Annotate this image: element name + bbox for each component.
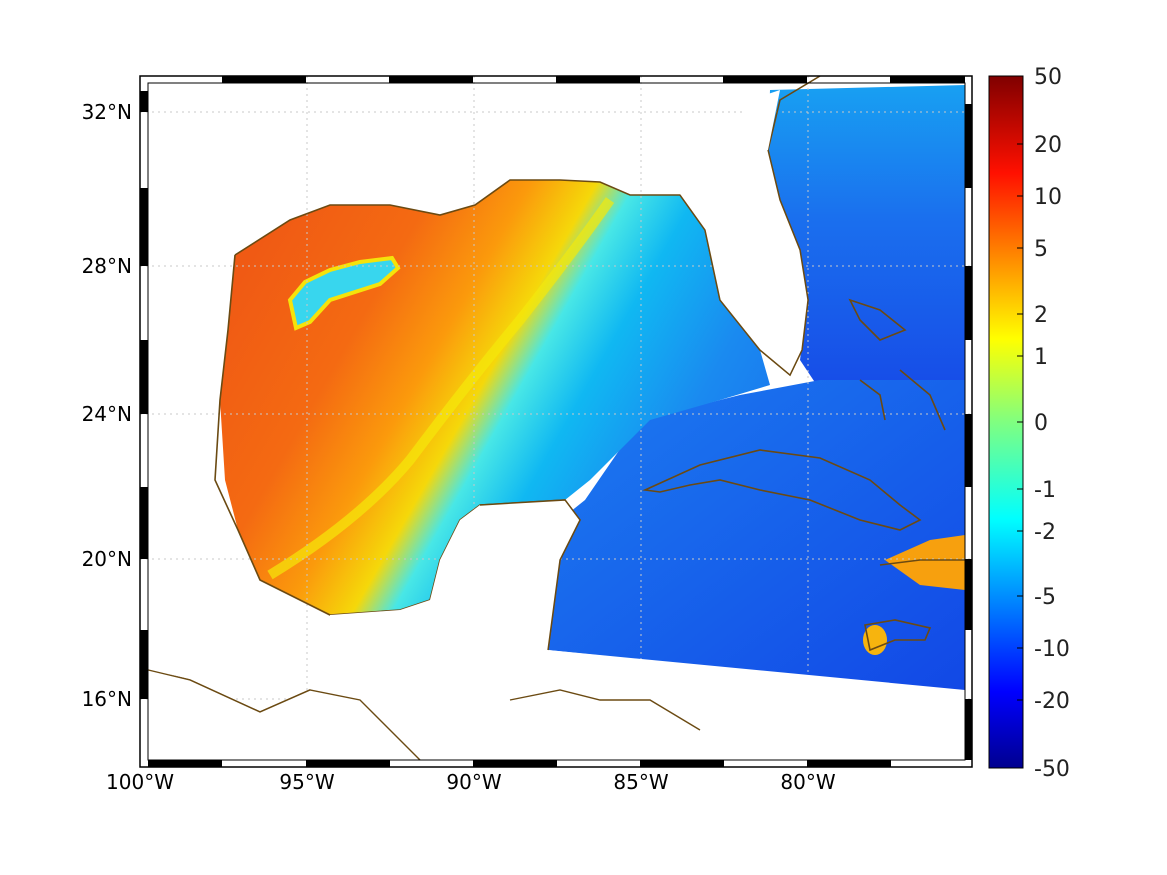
land-mask <box>148 90 965 760</box>
lon-tick-label: 100°W <box>106 770 174 794</box>
lon-tick-label: 90°W <box>446 770 501 794</box>
colorbar-label: 5 <box>1034 237 1048 262</box>
lat-tick-label: 32°N <box>82 100 132 124</box>
colorbar-label: 0 <box>1034 411 1048 436</box>
colorbar-label: 50 <box>1034 65 1062 90</box>
lon-tick-label: 80°W <box>780 770 835 794</box>
colorbar-label: -2 <box>1034 520 1056 545</box>
lat-tick-label: 20°N <box>82 547 132 571</box>
colorbar-label: 10 <box>1034 185 1062 210</box>
colorbar-label: 20 <box>1034 133 1062 158</box>
colorbar-label: -1 <box>1034 478 1056 503</box>
colorbar-label: -20 <box>1034 689 1070 714</box>
colorbar-label: -10 <box>1034 637 1070 662</box>
lon-labels: 100°W 95°W 90°W 85°W 80°W <box>106 770 836 794</box>
colorbar-label: -5 <box>1034 585 1056 610</box>
lon-tick-label: 95°W <box>279 770 334 794</box>
lat-tick-label: 16°N <box>82 687 132 711</box>
lat-labels: 32°N 28°N 24°N 20°N 16°N <box>82 100 132 711</box>
colorbar-ticks <box>1017 143 1023 701</box>
lon-tick-label: 85°W <box>613 770 668 794</box>
front-line <box>267 197 615 580</box>
sea-field <box>220 85 965 690</box>
caribbean-field <box>548 380 965 690</box>
atlantic-field <box>768 85 965 420</box>
colorbar-label: 2 <box>1034 303 1048 328</box>
warm-patch <box>885 535 965 590</box>
coastline-overlay <box>139 149 809 761</box>
colorbar-label: 1 <box>1034 345 1048 370</box>
lat-tick-label: 28°N <box>82 254 132 278</box>
eddy-feature <box>287 255 401 331</box>
lat-tick-label: 24°N <box>82 402 132 426</box>
map-frame <box>139 75 973 768</box>
colorbar: 50 20 10 5 2 1 0 -1 -2 -5 -10 -20 -50 <box>988 65 1070 782</box>
colorbar-label: -50 <box>1034 757 1070 782</box>
